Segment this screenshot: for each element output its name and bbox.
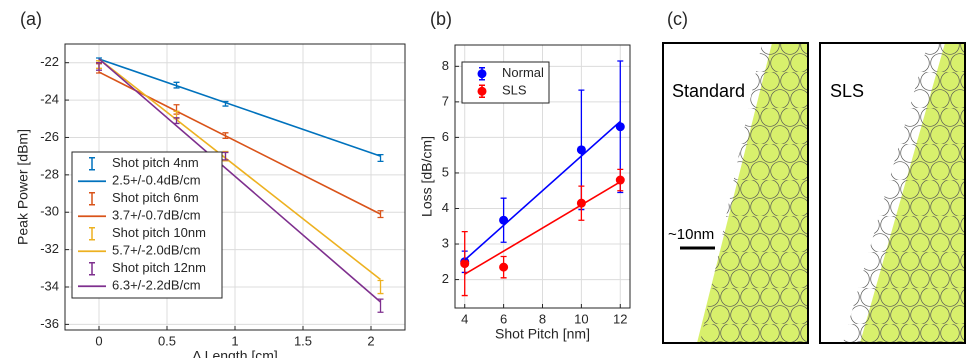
- y-tick-label: -36: [40, 316, 59, 331]
- fit-line: [464, 120, 621, 261]
- y-tick-label: -34: [40, 278, 59, 293]
- y-axis-label: Peak Power [dBm]: [15, 129, 31, 245]
- legend-label: 5.7+/-2.0dB/cm: [112, 243, 201, 258]
- x-tick-label: 1: [231, 333, 238, 348]
- y-tick-label: -22: [40, 54, 59, 69]
- legend-label: Shot pitch 10nm: [112, 225, 206, 240]
- standard-image: [697, 43, 808, 343]
- legend-icon: [89, 262, 95, 276]
- panel-label: (a): [20, 9, 42, 29]
- y-axis-label: Loss [dB/cm]: [419, 136, 435, 217]
- data-point: [460, 259, 470, 269]
- y-tick-label: 8: [442, 58, 449, 73]
- error-bar: [96, 62, 102, 71]
- panel-title: Standard: [672, 81, 745, 101]
- axes-frame: [64, 43, 406, 331]
- y-tick-label: 2: [442, 271, 449, 286]
- legend-label: SLS: [502, 83, 527, 98]
- y-tick-label: 7: [442, 93, 449, 108]
- x-axis-label: Shot Pitch [nm]: [495, 326, 590, 342]
- legend-label: Normal: [502, 65, 544, 80]
- data-point: [615, 122, 625, 132]
- legend: [71, 151, 223, 299]
- legend-icon: [477, 86, 487, 96]
- y-tick-label: -30: [40, 204, 59, 219]
- y-tick-label: 3: [442, 235, 449, 250]
- legend-label: Shot pitch 6nm: [112, 190, 199, 205]
- legend-icon: [89, 157, 95, 171]
- error-bar: [222, 151, 229, 161]
- legend-icon: [89, 192, 95, 206]
- image-frame: [819, 42, 966, 344]
- x-tick-label: 1.5: [294, 333, 312, 348]
- y-tick-label: 6: [442, 129, 449, 144]
- legend-icon: [477, 69, 487, 79]
- data-point: [499, 262, 509, 272]
- legend-icon: [89, 227, 95, 241]
- scale-bar-label: ~10nm: [668, 226, 714, 243]
- x-tick-label: 0: [95, 333, 102, 348]
- x-tick-label: 8: [539, 311, 546, 326]
- fit-line: [464, 181, 621, 275]
- y-tick-label: -28: [40, 166, 59, 181]
- legend: [461, 61, 550, 104]
- panel-title: SLS: [830, 81, 864, 101]
- panel-label: (c): [667, 9, 688, 29]
- x-tick-label: 4: [461, 311, 468, 326]
- x-axis-label: Δ Length [cm]: [192, 348, 278, 358]
- x-tick-label: 6: [500, 311, 507, 326]
- error-bar: [377, 279, 384, 295]
- x-tick-label: 10: [574, 311, 588, 326]
- x-tick-label: 12: [613, 311, 627, 326]
- y-tick-label: -24: [40, 92, 59, 107]
- data-point: [576, 145, 586, 155]
- fit-line: [98, 58, 382, 303]
- image-frame: [662, 42, 809, 344]
- y-tick-label: -26: [40, 129, 59, 144]
- legend-label: Shot pitch 4nm: [112, 155, 199, 170]
- y-tick-label: -32: [40, 241, 59, 256]
- y-tick-label: 5: [442, 164, 449, 179]
- axes-frame: [454, 44, 631, 309]
- x-tick-label: 0.5: [158, 333, 176, 348]
- x-tick-label: 2: [367, 333, 374, 348]
- fit-line: [98, 58, 382, 281]
- legend-label: 2.5+/-0.4dB/cm: [112, 173, 201, 188]
- sls-image: [843, 43, 965, 343]
- legend-label: 3.7+/-0.7dB/cm: [112, 208, 201, 223]
- legend-label: Shot pitch 12nm: [112, 260, 206, 275]
- panel-label: (b): [430, 9, 452, 29]
- y-tick-label: 4: [442, 200, 449, 215]
- fit-line: [98, 58, 381, 157]
- legend-label: 6.3+/-2.2dB/cm: [112, 278, 201, 293]
